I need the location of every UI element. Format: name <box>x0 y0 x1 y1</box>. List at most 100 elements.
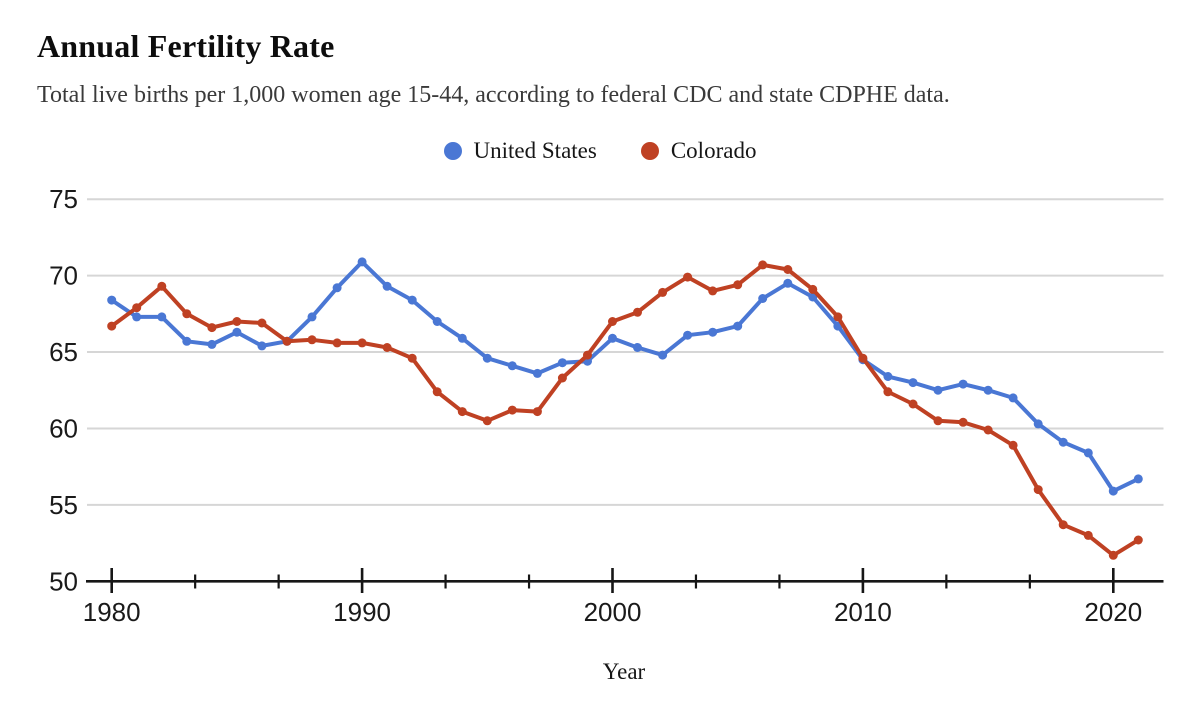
data-point-colorado <box>232 317 242 326</box>
data-point-colorado <box>457 407 467 417</box>
data-point-united-states <box>958 379 968 389</box>
legend-label-united-states: United States <box>473 138 597 163</box>
data-point-colorado <box>532 407 542 417</box>
data-point-united-states <box>107 295 117 305</box>
page-title: Annual Fertility Rate <box>37 28 335 64</box>
data-point-united-states <box>608 333 617 343</box>
series-line-colorado <box>109 262 1141 558</box>
y-axis-tick-label: 55 <box>49 490 78 520</box>
y-axis-tick-label: 60 <box>49 413 78 443</box>
data-point-colorado <box>1058 520 1068 530</box>
data-point-united-states <box>232 327 242 337</box>
data-point-colorado <box>307 335 317 345</box>
data-point-united-states <box>1133 474 1143 484</box>
data-point-united-states <box>708 327 718 337</box>
data-point-united-states <box>1033 419 1043 429</box>
data-point-united-states <box>557 358 567 368</box>
data-point-united-states <box>658 350 668 360</box>
data-point-united-states <box>257 341 267 351</box>
data-point-colorado <box>858 353 868 363</box>
x-axis-tick-label: 1980 <box>83 597 141 627</box>
data-point-colorado <box>157 281 167 291</box>
data-point-colorado <box>207 323 217 333</box>
data-point-colorado <box>1083 530 1093 540</box>
x-axis-tick-label: 2020 <box>1084 597 1142 627</box>
data-point-colorado <box>633 307 642 317</box>
x-axis-tick-label: 2000 <box>584 597 642 627</box>
data-point-colorado <box>958 417 968 427</box>
data-point-colorado <box>908 399 918 409</box>
data-point-united-states <box>1008 393 1018 403</box>
data-point-united-states <box>983 385 993 395</box>
data-point-colorado <box>382 343 392 352</box>
data-point-colorado <box>1008 440 1018 450</box>
data-point-colorado <box>983 425 993 435</box>
legend-dot-united-states-icon <box>443 142 462 160</box>
data-point-colorado <box>407 353 417 363</box>
data-point-colorado <box>182 309 192 319</box>
data-point-united-states <box>382 281 392 291</box>
data-point-united-states <box>883 372 893 381</box>
data-point-united-states <box>457 333 467 343</box>
data-point-colorado <box>507 405 517 415</box>
page-subtitle: Total live births per 1,000 women age 15… <box>37 82 950 108</box>
y-axis-tick-label: 70 <box>49 261 78 291</box>
data-point-united-states <box>758 294 768 303</box>
data-point-colorado <box>257 318 267 328</box>
data-point-colorado <box>583 350 592 360</box>
data-point-united-states <box>357 257 367 267</box>
data-point-colorado <box>482 416 492 426</box>
data-point-colorado <box>883 387 893 397</box>
data-point-united-states <box>207 339 217 349</box>
legend-item-united-states: United States <box>443 138 597 164</box>
data-point-united-states <box>1108 486 1118 496</box>
data-point-colorado <box>557 373 567 383</box>
data-point-united-states <box>332 283 342 293</box>
data-point-united-states <box>482 353 492 363</box>
y-axis-tick-label: 65 <box>49 337 78 367</box>
data-point-colorado <box>683 272 693 282</box>
data-point-united-states <box>507 361 517 371</box>
x-axis-tick-label: 2010 <box>834 597 892 627</box>
data-point-colorado <box>783 265 793 274</box>
data-point-colorado <box>1133 535 1143 545</box>
series-line-united-states <box>109 259 1141 494</box>
data-point-colorado <box>107 321 117 331</box>
data-point-colorado <box>282 336 292 346</box>
data-point-colorado <box>658 287 668 297</box>
data-point-colorado <box>432 387 442 397</box>
data-point-united-states <box>1058 437 1068 447</box>
x-axis-tick-label: 1990 <box>333 597 391 627</box>
data-point-colorado <box>758 260 768 270</box>
data-point-united-states <box>733 321 743 331</box>
data-point-colorado <box>1033 485 1043 495</box>
data-point-united-states <box>157 312 167 322</box>
data-point-colorado <box>608 317 617 326</box>
data-point-colorado <box>708 286 718 296</box>
data-point-colorado <box>933 416 943 426</box>
x-axis-title: Year <box>602 659 646 684</box>
y-axis-tick-label: 50 <box>49 566 78 596</box>
data-point-united-states <box>633 343 642 352</box>
data-point-united-states <box>132 312 142 322</box>
data-point-colorado <box>808 284 818 294</box>
data-point-united-states <box>307 312 317 322</box>
data-point-united-states <box>933 385 943 395</box>
legend-dot-colorado-icon <box>640 142 659 160</box>
data-point-united-states <box>407 295 417 305</box>
legend: United States Colorado <box>0 134 1200 168</box>
data-point-united-states <box>683 330 693 340</box>
legend-item-colorado: Colorado <box>640 138 757 164</box>
y-axis-tick-label: 75 <box>49 184 78 214</box>
data-point-colorado <box>833 312 843 322</box>
data-point-colorado <box>1108 550 1118 560</box>
data-point-united-states <box>432 317 442 326</box>
data-point-united-states <box>1083 448 1093 458</box>
legend-label-colorado: Colorado <box>670 138 757 163</box>
data-point-united-states <box>532 368 542 378</box>
data-point-united-states <box>783 278 793 288</box>
data-point-united-states <box>908 378 918 388</box>
data-point-colorado <box>357 338 367 348</box>
data-point-colorado <box>332 338 342 348</box>
